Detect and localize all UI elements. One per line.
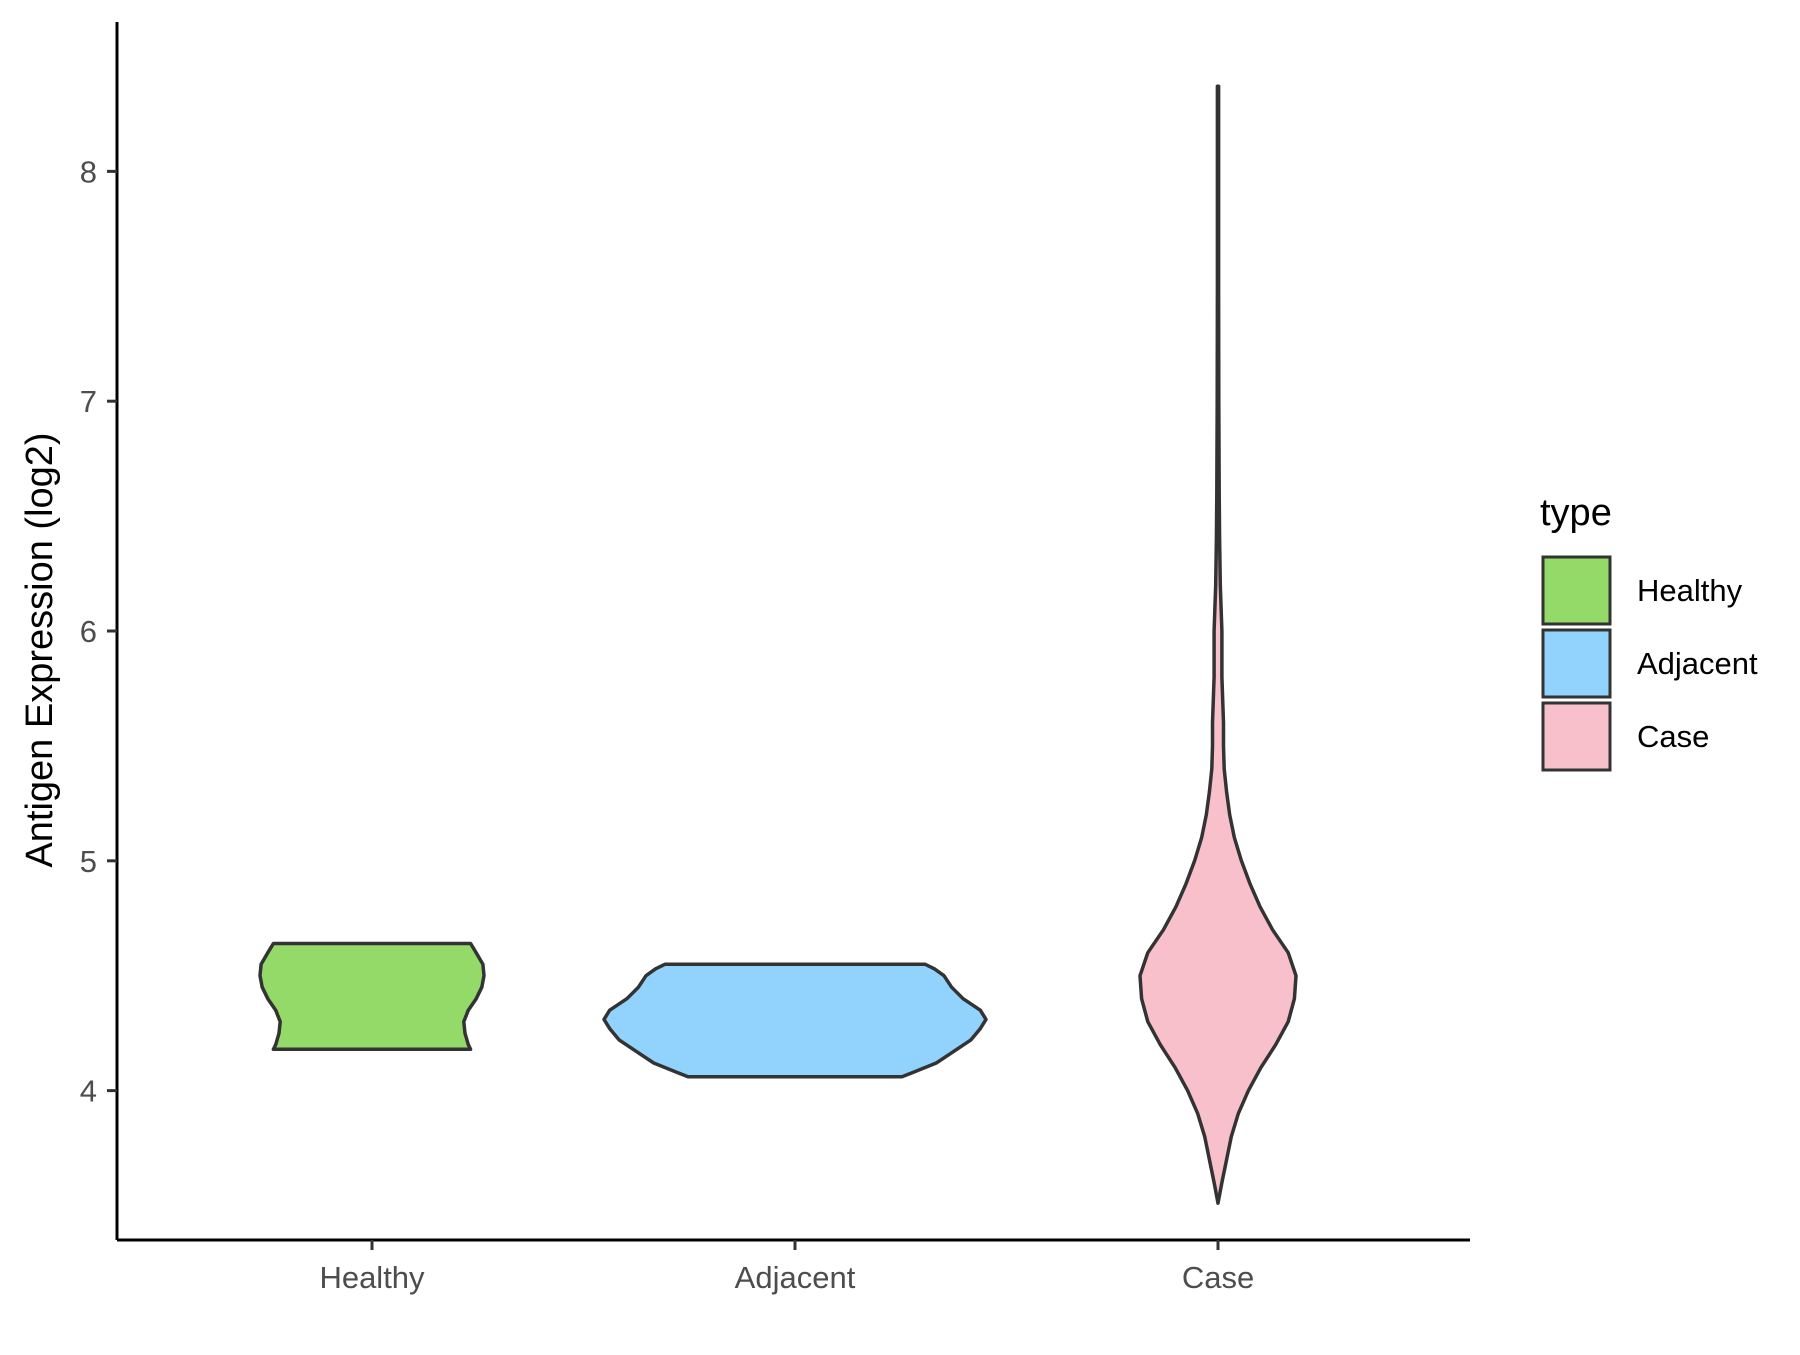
- axes-layer: 4 5 6 7 8 Healthy Adjacent Case: [80, 22, 1470, 1295]
- legend-swatch-adjacent: [1541, 628, 1612, 699]
- legend-swatch-healthy: [1541, 555, 1612, 626]
- legend: type Healthy Adjacent Case: [1540, 492, 1758, 772]
- violin-healthy: [258, 941, 486, 1052]
- y-tick-label-4: 4: [80, 1074, 97, 1109]
- legend-label-case: Case: [1637, 719, 1709, 754]
- legend-label-adjacent: Adjacent: [1637, 646, 1758, 681]
- x-tick-label-healthy: Healthy: [319, 1260, 425, 1295]
- x-tick-label-adjacent: Adjacent: [735, 1260, 856, 1295]
- y-tick-label-5: 5: [80, 844, 97, 879]
- y-axis-title: Antigen Expression (log2): [19, 432, 61, 867]
- violin-layer: [258, 84, 1298, 1205]
- x-tick-label-case: Case: [1182, 1260, 1254, 1295]
- legend-title: type: [1540, 492, 1612, 534]
- legend-label-healthy: Healthy: [1637, 573, 1743, 608]
- violin-adjacent: [602, 962, 988, 1079]
- violin-case: [1138, 84, 1298, 1205]
- y-tick-label-7: 7: [80, 384, 97, 419]
- y-tick-label-6: 6: [80, 614, 97, 649]
- legend-swatch-case: [1541, 701, 1612, 772]
- y-tick-label-8: 8: [80, 154, 97, 189]
